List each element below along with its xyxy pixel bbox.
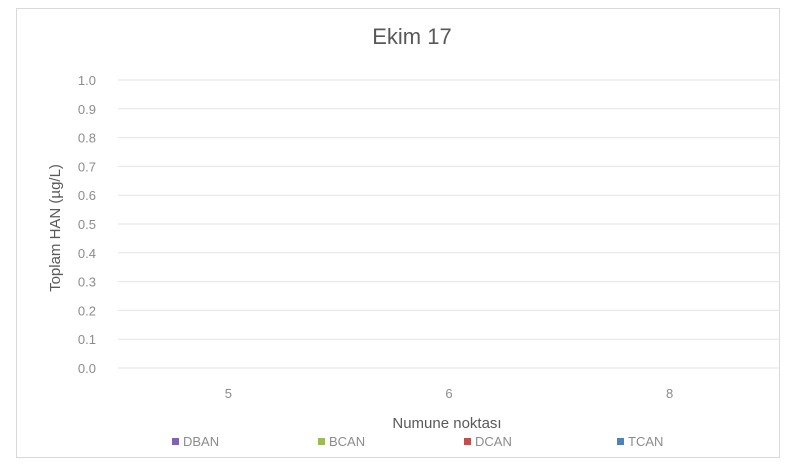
legend-label-dcan: DCAN [475, 434, 512, 449]
y-axis-label: Toplam HAN (µg/L) [47, 164, 64, 292]
gridlines [118, 79, 780, 369]
y-tick-label: 0.6 [78, 188, 96, 203]
y-tick-label: 0.1 [78, 332, 96, 347]
y-axis-ticks: 0.0 0.1 0.2 0.3 0.4 0.5 0.6 0.7 0.8 0.9 1.0 [78, 73, 96, 376]
legend: DBAN BCAN DCAN TCAN [172, 434, 663, 449]
legend-label-tcan: TCAN [628, 434, 663, 449]
y-tick-label: 0.0 [78, 361, 96, 376]
y-tick-label: 1.0 [78, 73, 96, 88]
chart-frame [16, 8, 780, 458]
legend-swatch-tcan [617, 438, 624, 445]
y-tick-label: 0.3 [78, 275, 96, 290]
x-tick-label: 6 [445, 386, 452, 401]
legend-swatch-bcan [318, 438, 325, 445]
y-tick-label: 0.4 [78, 246, 96, 261]
x-axis-label: Numune noktası [392, 415, 501, 432]
y-tick-label: 0.7 [78, 159, 96, 174]
y-tick-label: 0.8 [78, 131, 96, 146]
legend-label-dban: DBAN [183, 434, 219, 449]
y-tick-label: 0.9 [78, 102, 96, 117]
x-tick-label: 5 [225, 386, 232, 401]
legend-label-bcan: BCAN [329, 434, 365, 449]
legend-swatch-dcan [464, 438, 471, 445]
legend-swatch-dban [172, 438, 179, 445]
x-tick-label: 8 [666, 386, 673, 401]
chart-title: Ekim 17 [372, 24, 451, 49]
y-tick-label: 0.2 [78, 303, 96, 318]
x-axis-ticks: 5 6 8 [225, 386, 674, 401]
y-tick-label: 0.5 [78, 217, 96, 232]
